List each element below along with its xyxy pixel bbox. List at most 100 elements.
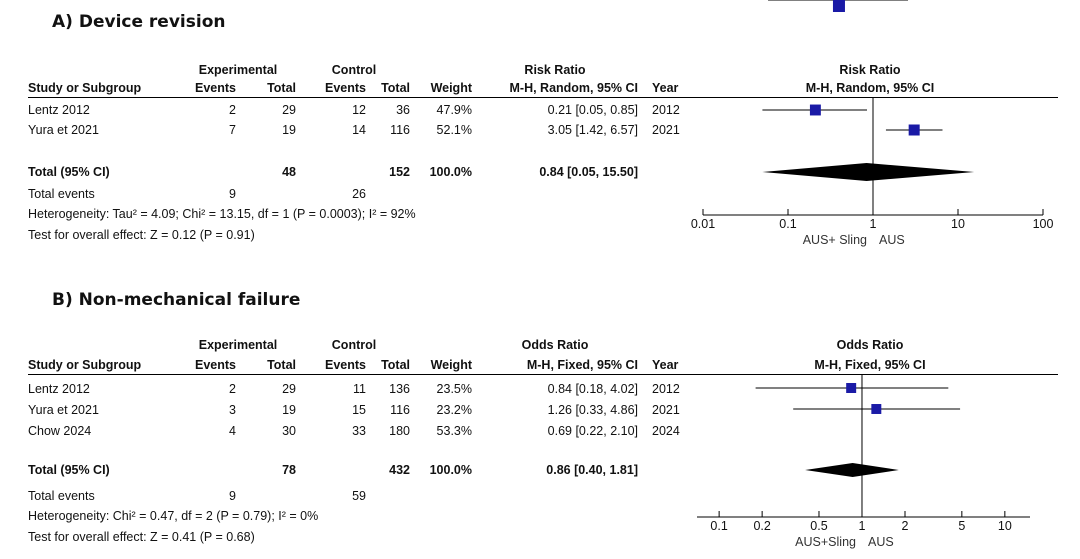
plot-title: Risk Ratio (839, 63, 901, 77)
x-tick-label: 10 (951, 217, 965, 231)
weight: 53.3% (436, 424, 472, 438)
favours-right-label: AUS (868, 535, 894, 549)
x-tick-label: 100 (1033, 217, 1054, 231)
weight: 23.2% (436, 403, 472, 417)
favours-left-label: AUS+ Sling (803, 233, 867, 247)
pooled-diamond (762, 163, 975, 181)
total-ci: 0.84 [0.05, 15.50] (539, 165, 638, 179)
c-total-events: 26 (352, 187, 366, 201)
total-ci: 0.86 [0.40, 1.81] (546, 463, 638, 477)
year-header: Year (652, 81, 679, 95)
c-events-header: Events (325, 358, 366, 372)
total-weight: 100.0% (429, 165, 472, 179)
study-name: Lentz 2012 (28, 382, 90, 396)
e-total-sum: 48 (282, 165, 296, 179)
overall-effect: Test for overall effect: Z = 0.12 (P = 0… (28, 228, 255, 242)
c-events: 14 (352, 123, 366, 137)
favours-right-label: AUS (879, 233, 905, 247)
weight: 47.9% (436, 103, 472, 117)
total-events-label: Total events (28, 489, 95, 503)
x-tick-label: 0.5 (810, 519, 827, 533)
header-rule (28, 374, 1058, 375)
favours-left-label: AUS+Sling (795, 535, 856, 549)
plot-method: M-H, Random, 95% CI (805, 81, 935, 95)
e-total-events: 9 (229, 187, 236, 201)
control-header: Control (331, 338, 377, 352)
weight: 23.5% (436, 382, 472, 396)
plot-title: Odds Ratio (836, 338, 904, 352)
year: 2021 (652, 403, 680, 417)
year: 2021 (652, 123, 680, 137)
c-total-header: Total (381, 81, 410, 95)
e-total: 29 (282, 382, 296, 396)
e-total-sum: 78 (282, 463, 296, 477)
c-total-sum: 432 (389, 463, 410, 477)
effect-ci: 1.26 [0.33, 4.86] (547, 403, 638, 417)
e-total: 30 (282, 424, 296, 438)
method-header: M-H, Random, 95% CI (509, 81, 639, 95)
x-tick-label: 1 (870, 217, 877, 231)
x-tick-label: 0.1 (779, 217, 796, 231)
c-events: 33 (352, 424, 366, 438)
total-label: Total (95% CI) (28, 463, 110, 477)
panel-a-title: A) Device revision (52, 12, 226, 32)
e-events: 3 (229, 403, 236, 417)
study-header: Study or Subgroup (28, 358, 142, 372)
weight-header: Weight (430, 81, 472, 95)
weight-header: Weight (430, 358, 472, 372)
study-name: Lentz 2012 (28, 103, 90, 117)
forest-plot-b: 0.1 0.2 0.5 1 2 5 10 AUS+Sling AUS (697, 0, 1030, 549)
c-total: 36 (396, 103, 410, 117)
total-label: Total (95% CI) (28, 165, 110, 179)
total-events-label: Total events (28, 187, 95, 201)
e-events: 2 (229, 103, 236, 117)
effect-ci: 3.05 [1.42, 6.57] (547, 123, 638, 137)
panel-b-title: B) Non-mechanical failure (52, 290, 301, 310)
c-events: 11 (353, 382, 366, 396)
x-tick-label: 1 (859, 519, 866, 533)
overall-effect: Test for overall effect: Z = 0.41 (P = 0… (28, 530, 255, 544)
e-events-header: Events (195, 358, 236, 372)
e-total: 19 (282, 123, 296, 137)
e-total-events: 9 (229, 489, 236, 503)
study-name: Yura et 2021 (28, 403, 99, 417)
effect-ci: 0.21 [0.05, 0.85] (547, 103, 638, 117)
year: 2012 (652, 103, 680, 117)
x-tick-label: 2 (902, 519, 909, 533)
heterogeneity: Heterogeneity: Tau² = 4.09; Chi² = 13.15… (28, 207, 416, 221)
c-total: 116 (390, 403, 410, 417)
c-total-sum: 152 (389, 165, 410, 179)
x-tick-label: 0.2 (753, 519, 770, 533)
c-total-events: 59 (352, 489, 366, 503)
x-tick-label: 0.01 (691, 217, 715, 231)
study-marker (809, 104, 821, 116)
header-rule (28, 97, 1058, 98)
year: 2012 (652, 382, 680, 396)
year-header: Year (652, 358, 679, 372)
effect-ci: 0.69 [0.22, 2.10] (547, 424, 638, 438)
c-total: 116 (390, 123, 410, 137)
e-total: 19 (282, 403, 296, 417)
pooled-diamond (805, 463, 899, 477)
effect-ci: 0.84 [0.18, 4.02] (547, 382, 638, 396)
study-marker (908, 124, 920, 136)
study-marker (871, 404, 882, 414)
study-header: Study or Subgroup (28, 81, 142, 95)
study-marker (846, 383, 857, 393)
study-name: Chow 2024 (28, 424, 92, 438)
study-name: Yura et 2021 (28, 123, 99, 137)
e-events: 4 (229, 424, 236, 438)
plot-method: M-H, Fixed, 95% CI (814, 358, 926, 372)
c-total-header: Total (381, 358, 410, 372)
effect-group-header: Risk Ratio (524, 63, 586, 77)
heterogeneity: Heterogeneity: Chi² = 0.47, df = 2 (P = … (28, 509, 319, 523)
e-events: 2 (229, 382, 236, 396)
total-weight: 100.0% (429, 463, 472, 477)
control-header: Control (331, 63, 377, 77)
forest-plot-a: 0.01 0.1 1 10 100 AUS+ Sling AUS (691, 98, 1054, 247)
c-events: 12 (352, 103, 366, 117)
x-tick-label: 0.1 (710, 519, 727, 533)
c-total: 180 (389, 424, 410, 438)
experimental-header: Experimental (198, 63, 278, 77)
